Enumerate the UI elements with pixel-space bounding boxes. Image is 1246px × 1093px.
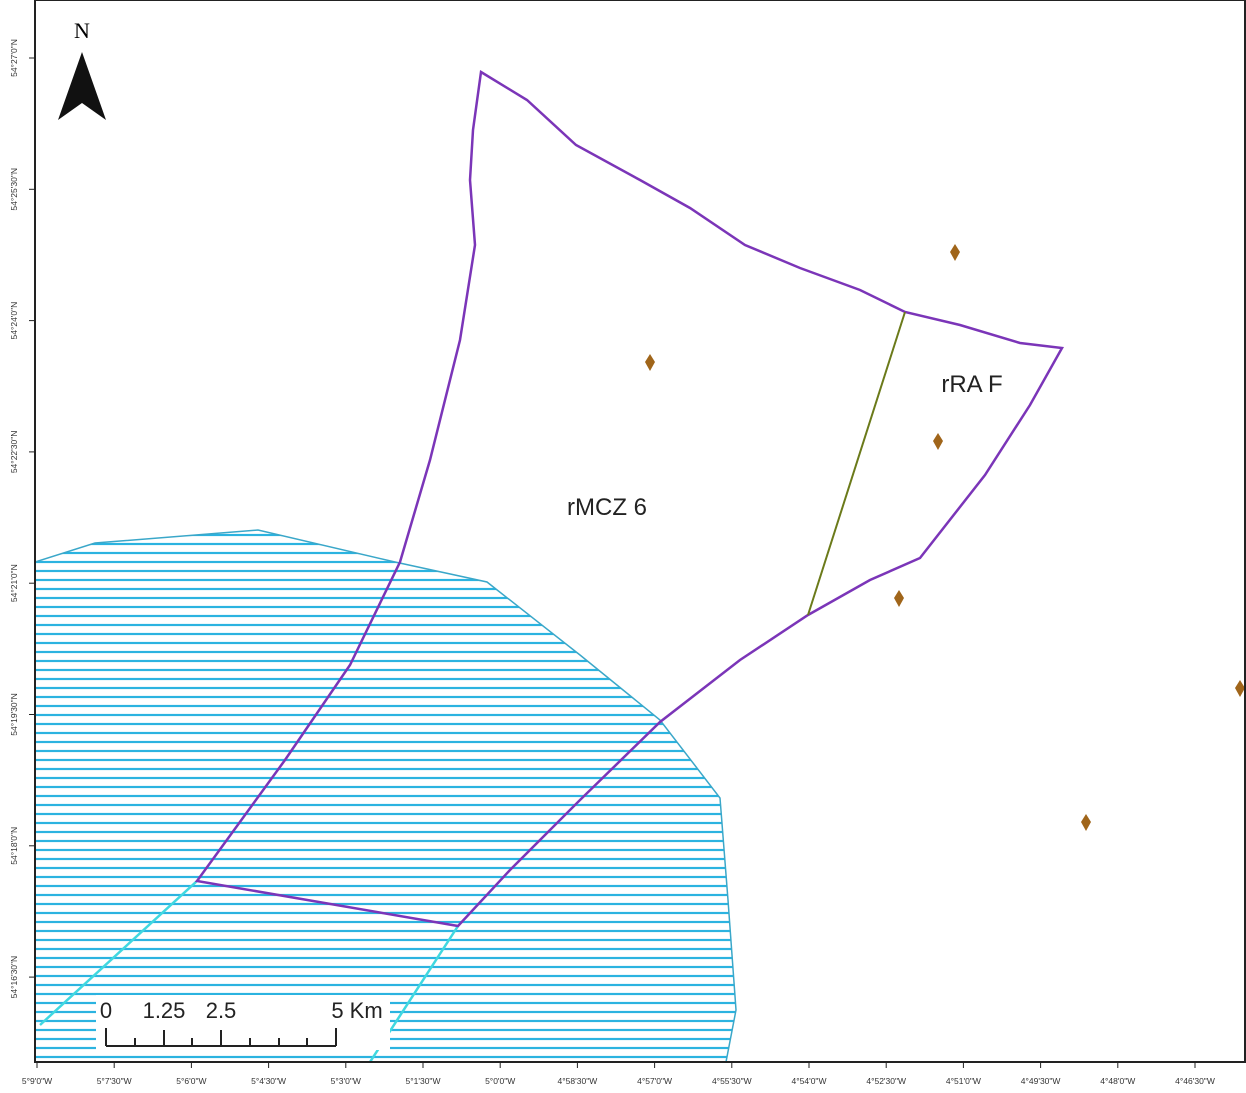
x-tick-label: 4°49'30"W (1021, 1076, 1061, 1086)
arrow (58, 52, 106, 120)
x-tick-label: 5°6'0"W (176, 1076, 206, 1086)
y-tick-label: 54°18'0"N (9, 827, 19, 865)
x-tick-label: 4°52'30"W (866, 1076, 906, 1086)
area-label: rRA F (941, 371, 1002, 398)
y-tick-label: 54°22'30"N (9, 431, 19, 474)
scale-bg (96, 995, 390, 1050)
marker (1235, 680, 1245, 697)
y-tick-label: 54°19'30"N (9, 693, 19, 736)
marker (645, 354, 655, 371)
marker (894, 590, 904, 607)
scale-bar (96, 995, 390, 1050)
y-tick-label: 54°21'0"N (9, 564, 19, 602)
y-tick-label: 54°24'0"N (9, 302, 19, 340)
y-tick-label: 54°25'30"N (9, 168, 19, 211)
zone-divider (807, 311, 906, 616)
hatched-zone (35, 529, 737, 1062)
marker (933, 433, 943, 450)
north-arrow: N (58, 18, 106, 120)
x-tick-label: 5°1'30"W (406, 1076, 441, 1086)
north-label: N (74, 18, 90, 43)
x-tick-label: 4°58'30"W (558, 1076, 598, 1086)
x-tick-label: 4°54'0"W (792, 1076, 827, 1086)
scale-label: 2.5 (206, 998, 237, 1023)
map-layers (35, 69, 1245, 1062)
scale-label: 0 (100, 998, 112, 1023)
zone-boundary (194, 69, 1065, 928)
scale-label: 1.25 (143, 998, 186, 1023)
cyan-boundary (39, 880, 198, 1026)
marker (950, 244, 960, 261)
x-tick-label: 5°3'0"W (331, 1076, 361, 1086)
area-label: rMCZ 6 (567, 494, 647, 521)
point-markers (645, 244, 1245, 831)
marker (1081, 814, 1091, 831)
x-tick-label: 4°48'0"W (1100, 1076, 1135, 1086)
scale-label: 5 Km (331, 998, 382, 1023)
y-tick-label: 54°27'0"N (9, 39, 19, 77)
x-tick-label: 5°0'0"W (485, 1076, 515, 1086)
x-tick-label: 4°55'30"W (712, 1076, 752, 1086)
x-tick-label: 4°46'30"W (1175, 1076, 1215, 1086)
x-tick-label: 4°57'0"W (637, 1076, 672, 1086)
map-frame (34, 0, 1246, 1063)
x-tick-label: 5°7'30"W (97, 1076, 132, 1086)
x-tick-label: 5°9'0"W (22, 1076, 52, 1086)
x-tick-label: 5°4'30"W (251, 1076, 286, 1086)
x-tick-label: 4°51'0"W (946, 1076, 981, 1086)
y-tick-label: 54°16'30"N (9, 956, 19, 999)
scale-ticks (105, 1028, 337, 1046)
